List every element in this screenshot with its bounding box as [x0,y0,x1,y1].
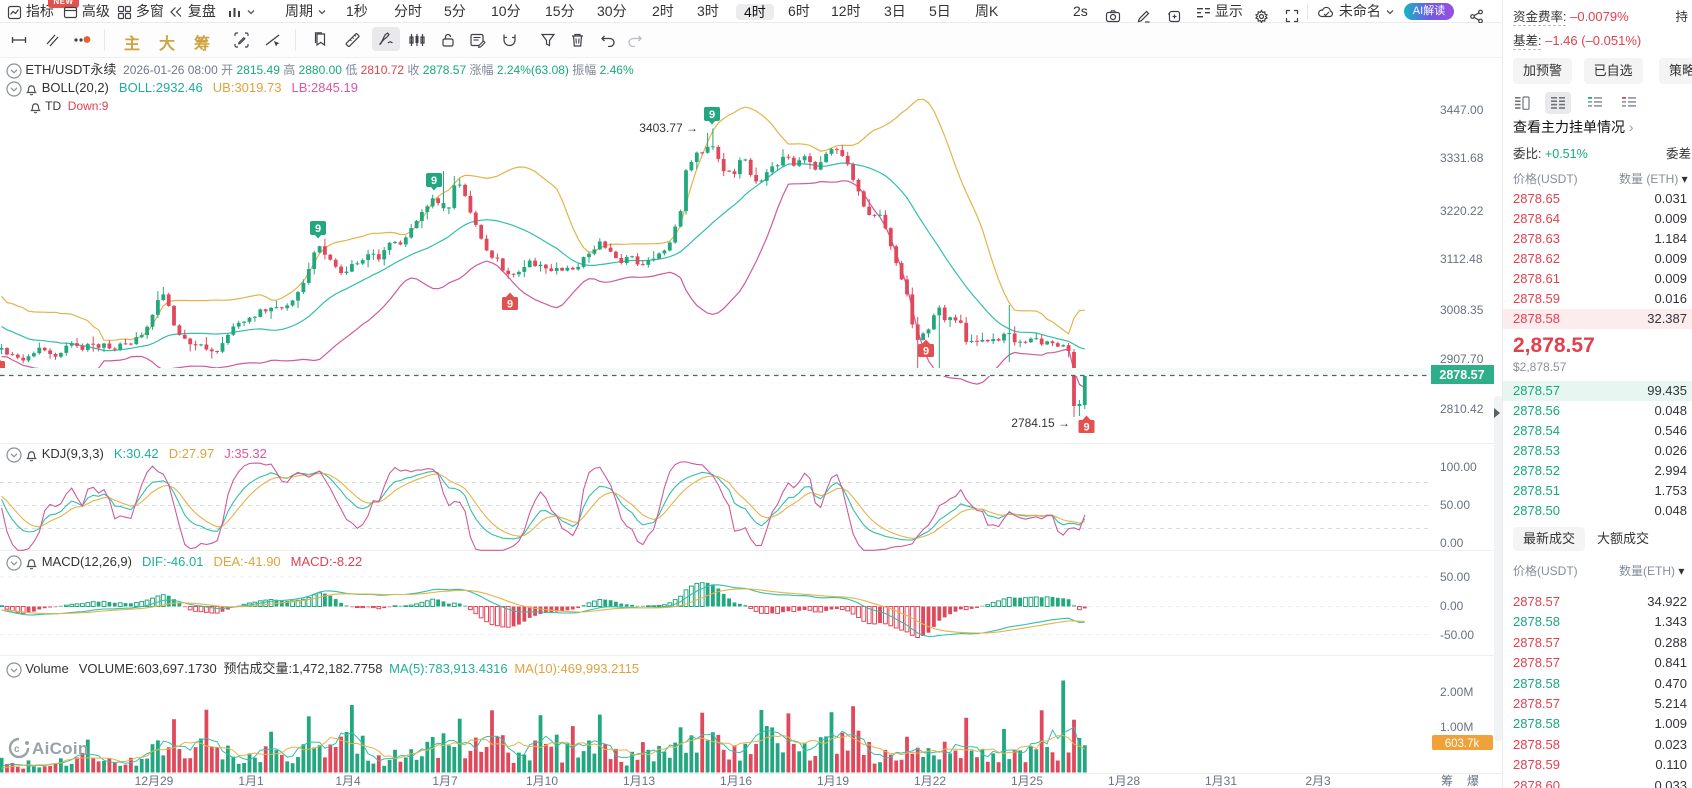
svg-text:0.00: 0.00 [1440,536,1464,550]
svg-text:12月29: 12月29 [135,774,174,788]
svg-text:c: c [14,744,20,755]
svg-text:1月22: 1月22 [914,774,946,788]
svg-text:2907.70: 2907.70 [1440,352,1484,366]
svg-text:9: 9 [315,223,321,235]
svg-text:爆: 爆 [1467,774,1479,788]
svg-text:2810.42: 2810.42 [1440,402,1484,416]
svg-text:1月4: 1月4 [335,774,361,788]
svg-text:1月31: 1月31 [1205,774,1237,788]
svg-text:9: 9 [923,346,929,358]
svg-text:1.00M: 1.00M [1440,720,1473,734]
svg-text:1月10: 1月10 [526,774,558,788]
svg-text:9: 9 [431,175,437,187]
svg-text:1月7: 1月7 [432,774,458,788]
svg-text:3403.77 →: 3403.77 → [639,121,698,135]
svg-text:2784.15 →: 2784.15 → [1011,416,1070,430]
svg-text:100.00: 100.00 [1440,460,1477,474]
svg-text:9: 9 [507,299,513,311]
svg-text:0.00: 0.00 [1440,599,1464,613]
svg-text:1月19: 1月19 [817,774,849,788]
svg-text:筹: 筹 [1441,774,1453,788]
svg-text:50.00: 50.00 [1440,498,1470,512]
svg-text:9: 9 [709,109,715,121]
svg-text:3331.68: 3331.68 [1440,151,1484,165]
svg-text:1月1: 1月1 [238,774,264,788]
svg-text:3220.22: 3220.22 [1440,204,1484,218]
svg-text:603.7k: 603.7k [1445,738,1480,750]
svg-text:1月13: 1月13 [623,774,655,788]
svg-text:3008.35: 3008.35 [1440,303,1484,317]
svg-text:1月25: 1月25 [1011,774,1043,788]
svg-text:3447.00: 3447.00 [1440,103,1484,117]
svg-text:-50.00: -50.00 [1440,628,1474,642]
svg-text:50.00: 50.00 [1440,570,1470,584]
svg-text:2月3: 2月3 [1305,774,1331,788]
svg-text:3112.48: 3112.48 [1440,252,1483,266]
svg-text:1月28: 1月28 [1108,774,1140,788]
svg-text:9: 9 [1083,422,1089,434]
svg-text:2.00M: 2.00M [1440,685,1473,699]
svg-text:2878.57: 2878.57 [1439,368,1484,382]
svg-text:1月16: 1月16 [720,774,752,788]
